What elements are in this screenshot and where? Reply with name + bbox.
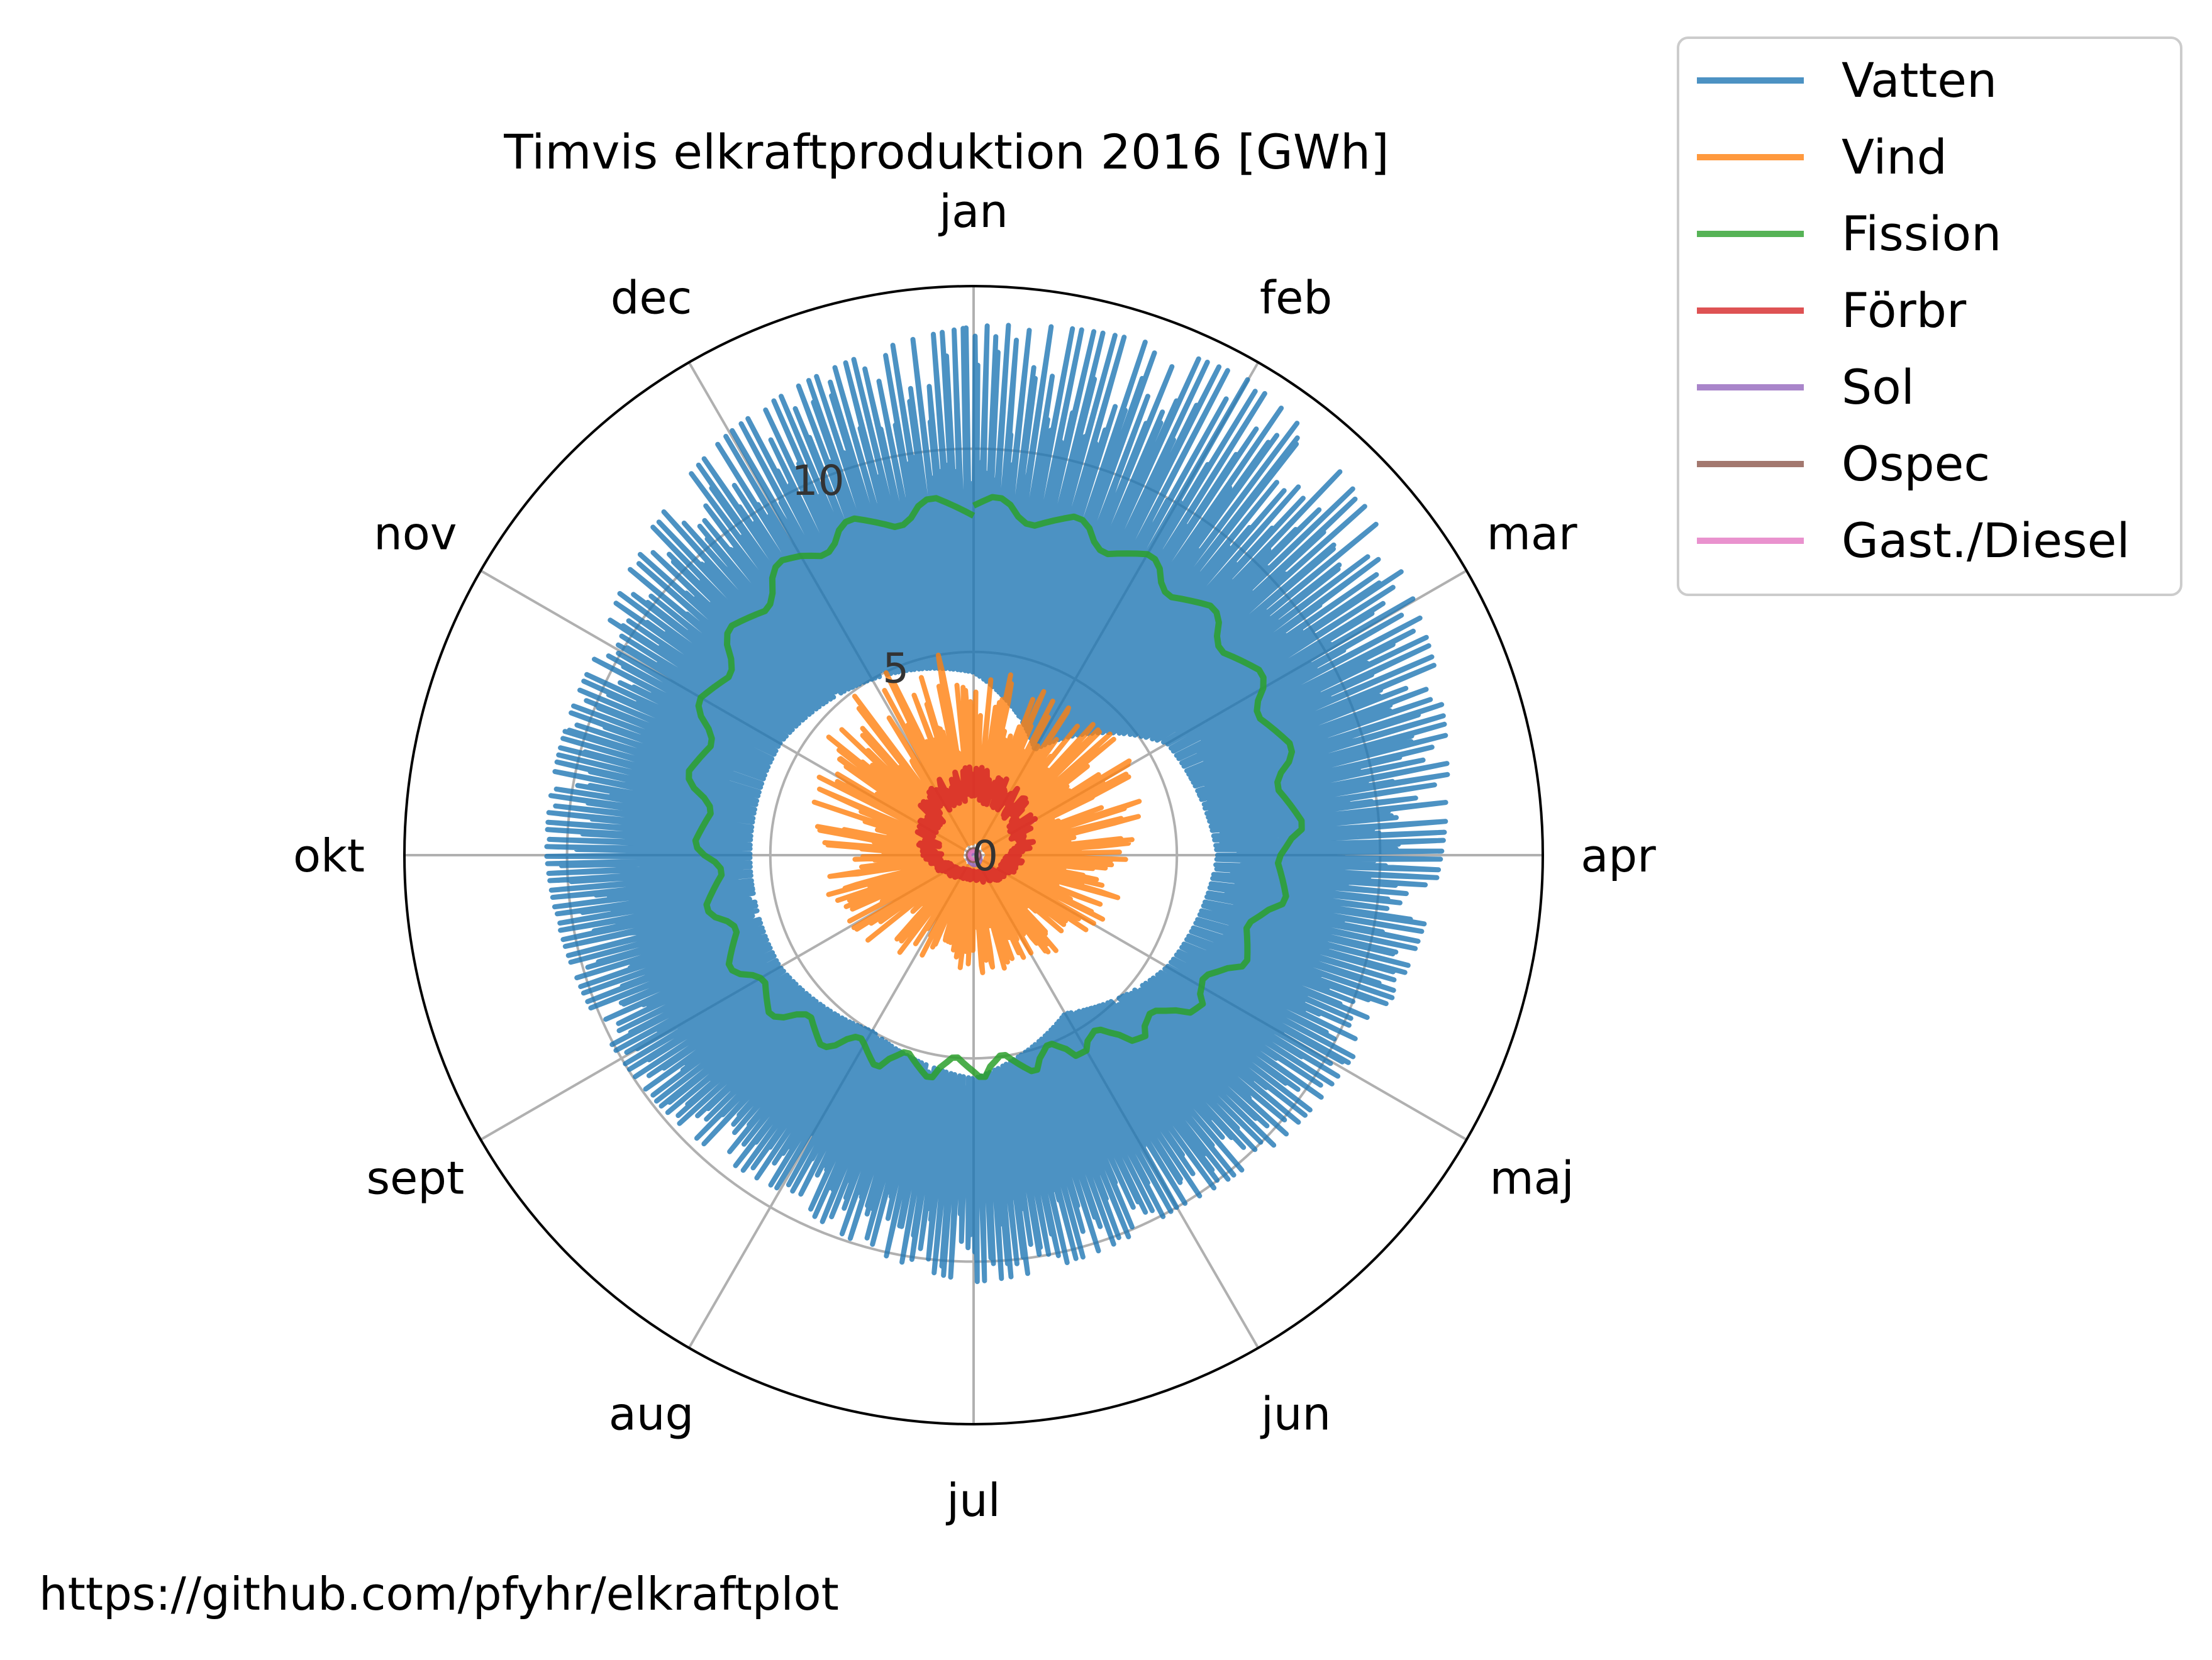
legend-label: Ospec <box>1842 436 1990 492</box>
legend-label: Fission <box>1842 206 2001 262</box>
series-fission <box>686 494 1305 1081</box>
month-label-maj: maj <box>1490 1152 1574 1205</box>
legend-label: Vatten <box>1842 52 1997 108</box>
month-label-jun: jun <box>1260 1388 1331 1441</box>
month-label-okt: okt <box>293 829 365 882</box>
legend-frame <box>1677 36 2182 596</box>
source-url: https://github.com/pfyhr/elkraftplot <box>39 1568 839 1620</box>
radial-tick-label: 0 <box>972 832 998 880</box>
plot-area <box>544 323 1450 1285</box>
legend-label: Förbr <box>1842 282 1967 338</box>
month-label-apr: apr <box>1581 829 1656 882</box>
radial-tick-label: 5 <box>882 644 909 692</box>
plot-frame <box>403 285 1544 1425</box>
month-label-mar: mar <box>1487 507 1577 560</box>
angular-ticks: jan feb mar apr maj jun jul aug sept okt nov dec <box>293 185 1656 1527</box>
legend: Vatten Vind Fission Förbr Sol Ospec Gast./Dies… <box>1677 36 2182 596</box>
legend-label: Vind <box>1842 129 1947 185</box>
month-label-nov: nov <box>374 507 457 560</box>
series-gastdiesel <box>967 849 980 861</box>
series-ospec <box>965 847 982 863</box>
month-label-dec: dec <box>611 271 692 324</box>
month-label-feb: feb <box>1260 271 1332 324</box>
radial-tick-label: 10 <box>792 456 845 505</box>
chart-title: Timvis elkraftproduktion 2016 [GWh] <box>503 124 1389 180</box>
month-label-sept: sept <box>366 1152 464 1205</box>
series-forbr <box>914 764 1038 885</box>
radial-ticks: 0 5 10 <box>792 456 998 880</box>
month-label-aug: aug <box>609 1388 694 1441</box>
legend-label: Gast./Diesel <box>1842 512 2130 568</box>
series-vatten <box>544 323 1450 1285</box>
month-label-jan: jan <box>938 185 1008 238</box>
series-vind <box>811 653 1142 975</box>
month-label-jul: jul <box>945 1474 1001 1527</box>
legend-label: Sol <box>1842 359 1915 415</box>
